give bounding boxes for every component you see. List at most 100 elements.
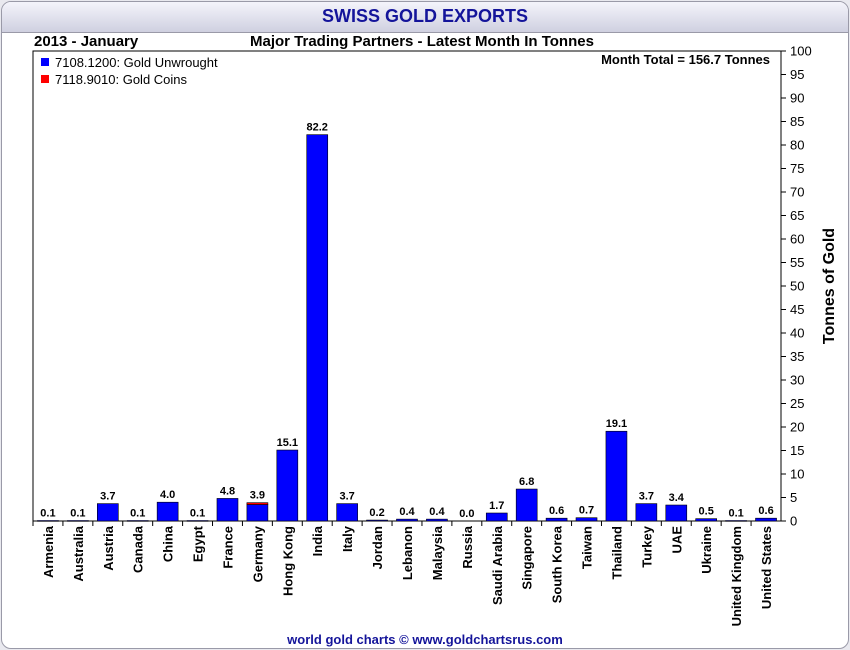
- month-total-annotation: Month Total = 156.7 Tonnes: [601, 52, 770, 67]
- bar-unwrought-lebanon: [396, 518, 418, 522]
- chart-title: SWISS GOLD EXPORTS: [321, 6, 529, 26]
- bar-unwrought-united-states: [755, 517, 777, 522]
- bar-unwrought-armenia: [37, 520, 59, 522]
- x-tick-label: Malaysia: [430, 525, 445, 580]
- data-label: 15.1: [277, 437, 298, 449]
- y-tick-label: 75: [790, 161, 804, 176]
- data-label: 3.4: [669, 492, 685, 504]
- bar-unwrought-saudi-arabia: [485, 512, 508, 522]
- legend-swatch: [41, 58, 49, 66]
- x-tick-label: Russia: [460, 525, 475, 568]
- bar-unwrought-canada: [126, 520, 149, 522]
- period-label: 2013 - January: [34, 33, 139, 50]
- x-tick-label: India: [310, 525, 325, 556]
- data-label: 3.7: [639, 491, 654, 503]
- y-tick-label: 35: [790, 349, 804, 364]
- y-axis-title: Tonnes of Gold: [821, 228, 838, 344]
- data-label: 3.7: [340, 491, 355, 503]
- y-tick-label: 95: [790, 67, 804, 82]
- x-tick-label: France: [220, 526, 235, 569]
- x-tick-label: Thailand: [609, 526, 624, 580]
- y-tick-label: 60: [790, 232, 804, 247]
- x-tick-label: Armenia: [41, 525, 56, 578]
- y-tick-label: 85: [790, 114, 804, 129]
- y-tick-label: 45: [790, 302, 804, 317]
- bar-unwrought-austria: [97, 503, 119, 522]
- x-tick-label: Hong Kong: [280, 526, 295, 596]
- data-label: 0.6: [758, 505, 773, 517]
- bar-unwrought-turkey: [635, 503, 658, 522]
- data-label: 0.0: [459, 508, 474, 520]
- x-tick-label: Lebanon: [400, 526, 415, 580]
- x-tick-label: Italy: [340, 525, 355, 552]
- plot-area: [32, 50, 782, 522]
- data-label: 0.4: [429, 506, 445, 518]
- x-tick-label: United States: [759, 526, 774, 609]
- footer-credit: world gold charts © www.goldchartsrus.co…: [287, 632, 563, 647]
- data-label: 0.1: [190, 508, 205, 520]
- x-tick-label: South Korea: [550, 525, 565, 603]
- y-tick-label: 20: [790, 420, 804, 435]
- y-tick-label: 0: [790, 514, 797, 529]
- bar-coins-germany: [246, 502, 269, 505]
- x-tick-label: UAE: [669, 526, 684, 554]
- y-tick-label: 40: [790, 326, 804, 341]
- legend-entry: 7118.9010: Gold Coins: [55, 72, 188, 87]
- data-label: 4.8: [220, 485, 235, 497]
- bar-unwrought-germany: [246, 504, 269, 522]
- x-tick-label: United Kingdom: [729, 526, 744, 626]
- bar-unwrought-uae: [665, 504, 688, 522]
- bar-unwrought-france: [216, 498, 239, 522]
- y-tick-label: 65: [790, 208, 804, 223]
- data-label: 1.7: [489, 500, 504, 512]
- bar-unwrought-ukraine: [695, 518, 718, 522]
- y-tick-label: 5: [790, 490, 797, 505]
- y-tick-label: 25: [790, 396, 804, 411]
- legend-swatch: [41, 75, 49, 83]
- x-tick-label: China: [161, 525, 176, 562]
- x-tick-label: Germany: [250, 525, 265, 582]
- x-tick-label: Egypt: [191, 525, 206, 562]
- data-label: 0.6: [549, 505, 564, 517]
- x-tick-label: Canada: [131, 525, 146, 573]
- bar-unwrought-india: [306, 134, 329, 522]
- y-tick-label: 50: [790, 279, 804, 294]
- y-tick-label: 10: [790, 467, 804, 482]
- bar-unwrought-thailand: [605, 430, 628, 522]
- data-label: 3.7: [100, 491, 115, 503]
- y-tick-label: 15: [790, 443, 804, 458]
- y-tick-label: 70: [790, 185, 804, 200]
- x-tick-label: Jordan: [370, 526, 385, 569]
- data-label: 0.4: [399, 506, 415, 518]
- x-tick-label: Saudi Arabia: [490, 525, 505, 605]
- data-label: 6.8: [519, 476, 534, 488]
- y-tick-label: 90: [790, 91, 804, 106]
- data-label: 0.7: [579, 505, 594, 517]
- data-label: 19.1: [606, 418, 627, 430]
- x-tick-label: Singapore: [520, 526, 535, 590]
- data-label: 0.5: [699, 506, 714, 518]
- y-tick-label: 30: [790, 373, 804, 388]
- bar-unwrought-italy: [336, 503, 358, 522]
- data-label: 3.9: [250, 490, 265, 502]
- bar-unwrought-south-korea: [545, 517, 568, 522]
- bar-unwrought-egypt: [186, 520, 209, 522]
- bar-unwrought-singapore: [515, 488, 538, 522]
- legend-entry: 7108.1200: Gold Unwrought: [55, 55, 218, 70]
- data-label: 0.2: [369, 507, 384, 519]
- data-label: 0.1: [40, 508, 55, 520]
- data-label: 4.0: [160, 489, 175, 501]
- y-tick-label: 55: [790, 255, 804, 270]
- bar-unwrought-malaysia: [426, 518, 448, 522]
- data-label: 0.1: [728, 508, 743, 520]
- x-tick-label: Taiwan: [580, 526, 595, 569]
- title-bar: SWISS GOLD EXPORTS: [2, 2, 848, 33]
- data-label: 0.1: [130, 508, 145, 520]
- x-tick-label: Turkey: [639, 525, 654, 567]
- bar-unwrought-hong-kong: [276, 449, 299, 522]
- bar-unwrought-jordan: [366, 519, 388, 522]
- data-label: 0.1: [70, 508, 85, 520]
- y-tick-label: 100: [790, 44, 812, 59]
- bar-unwrought-australia: [67, 520, 89, 522]
